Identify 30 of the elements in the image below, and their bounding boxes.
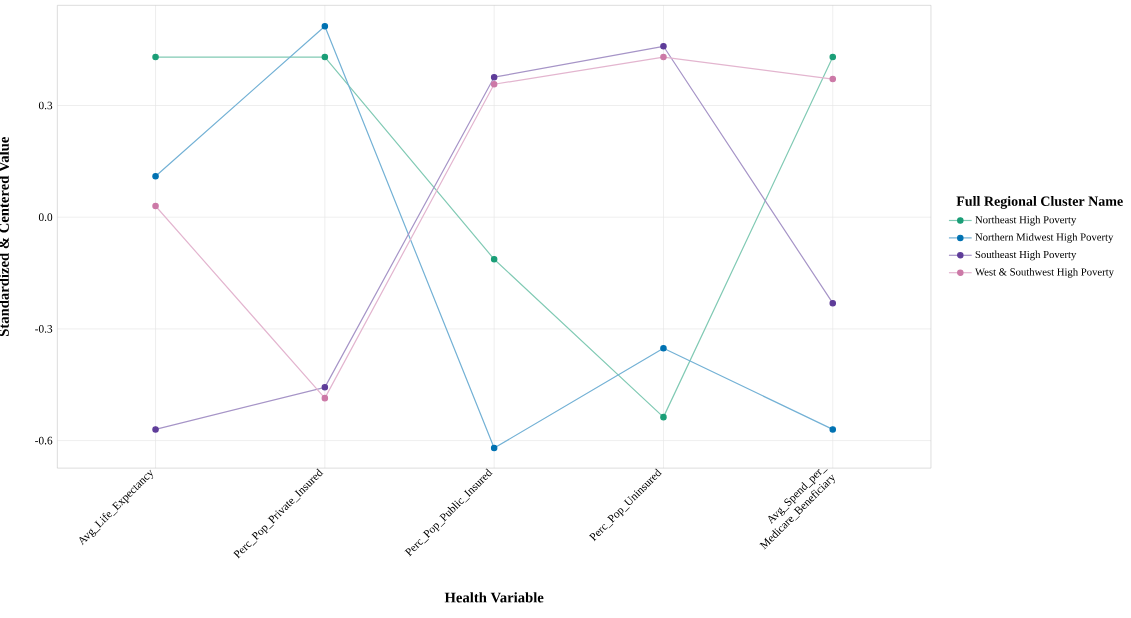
point	[490, 256, 498, 263]
point	[660, 345, 667, 352]
legend-label: Northeast High Poverty	[975, 216, 1077, 226]
point	[152, 426, 159, 433]
point	[490, 81, 498, 88]
y-tick-label: -0.3	[35, 325, 53, 333]
x-axis-title: Health Variable	[444, 592, 544, 603]
point	[660, 414, 667, 421]
y-tick-label: 0.0	[38, 213, 53, 222]
point	[660, 54, 667, 61]
point	[321, 395, 329, 402]
legend-label: Northern Midwest High Poverty	[975, 233, 1114, 244]
point	[321, 384, 329, 391]
legend-title: Full Regional Cluster Name	[956, 196, 1123, 210]
legend-label: Southeast High Poverty	[975, 250, 1077, 261]
point	[829, 54, 837, 61]
point	[152, 173, 159, 180]
point	[152, 202, 159, 210]
point	[321, 54, 329, 61]
point	[490, 445, 498, 452]
point	[321, 23, 329, 30]
legend-label: West & Southwest High Poverty	[974, 268, 1114, 278]
y-tick-label: -0.6	[35, 436, 53, 445]
y-tick-label: 0.3	[38, 101, 53, 110]
point	[660, 43, 667, 50]
point	[829, 426, 837, 433]
point	[490, 74, 498, 81]
point	[152, 54, 159, 61]
point	[829, 300, 837, 307]
point	[829, 76, 837, 83]
